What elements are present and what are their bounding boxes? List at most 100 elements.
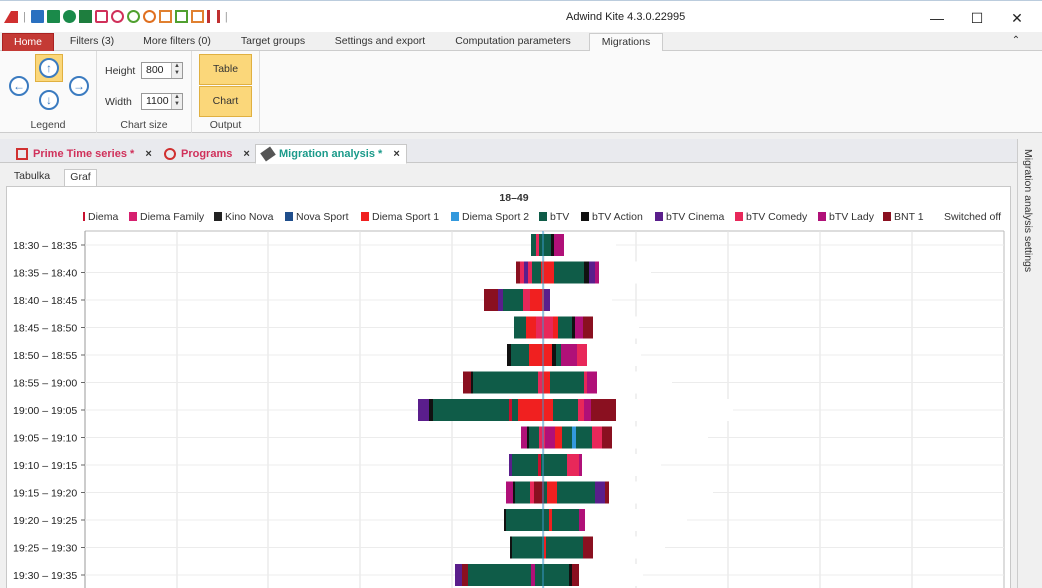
minimize-button[interactable]: — [930, 10, 944, 26]
search-program-icon[interactable] [110, 10, 124, 23]
bar-segment [592, 426, 602, 449]
legend-swatch [883, 212, 891, 221]
legend-left-button[interactable]: ← [5, 72, 33, 100]
chart-title: 18–49 [499, 192, 528, 204]
bar-segment [509, 399, 512, 421]
bar-segment [552, 344, 556, 366]
report-green-icon[interactable] [174, 10, 188, 23]
legend-label: Diema Sport 1 [372, 211, 439, 223]
bar-segment [602, 426, 612, 449]
table-output-button[interactable]: Table [199, 54, 252, 85]
ribbon-tab-bar: Home Filters (3) More filters (0) Target… [0, 32, 1042, 52]
run-icon[interactable] [62, 10, 76, 23]
save-icon[interactable] [30, 10, 44, 23]
tab-migrations[interactable]: Migrations [589, 33, 663, 52]
doc-tab-prime-time-series[interactable]: Prime Time series * × [10, 144, 158, 163]
bar-segment [468, 564, 531, 586]
tab-graf[interactable]: Graf [64, 169, 97, 186]
legend-label: Kino Nova [225, 211, 274, 223]
legend-swatch [214, 212, 222, 221]
doc-tab-programs[interactable]: Programs × [158, 144, 256, 163]
bar-segment [512, 454, 538, 476]
y-tick-label: 19:10 – 19:15 [13, 460, 77, 472]
tab-filters[interactable]: Filters (3) [69, 35, 115, 47]
bar-segment [589, 261, 595, 284]
y-tick-label: 19:25 – 19:30 [13, 543, 77, 555]
tab-target-groups[interactable]: Target groups [240, 35, 306, 47]
bar-segment [529, 344, 552, 366]
collapse-ribbon-button[interactable]: ⌃ [1011, 35, 1021, 46]
bar-segment [572, 316, 575, 339]
y-tick-label: 19:05 – 19:10 [13, 433, 77, 445]
chart-output-button[interactable]: Chart [199, 86, 252, 117]
bar-segment [550, 371, 584, 394]
tab-tabulka[interactable]: Tabulka [13, 170, 51, 182]
bar-segment [471, 371, 473, 394]
legend-label: BNT 1 [894, 211, 924, 223]
width-input[interactable]: 1100 ▲ ▼ [141, 93, 183, 110]
bar-segment [554, 261, 584, 284]
output-group: Output [192, 51, 260, 133]
report-icon[interactable] [158, 10, 172, 23]
legend-label: Switched off [944, 211, 1001, 223]
bar-segment [512, 536, 544, 559]
height-input[interactable]: 800 ▲ ▼ [141, 62, 183, 79]
legend-right-button[interactable]: → [65, 72, 93, 100]
tab-settings-export[interactable]: Settings and export [334, 35, 426, 47]
excel-export-icon[interactable] [78, 10, 92, 23]
maximize-button[interactable]: ☐ [970, 9, 984, 26]
migration-chart: 18–49 Diema Diema Family Kino Nova Nova Spor… [6, 186, 1011, 588]
legend-swatch [581, 212, 589, 221]
legend-swatch [539, 212, 547, 221]
tab-home[interactable]: Home [2, 33, 54, 51]
bar-segment [591, 399, 616, 421]
bars-icon[interactable] [206, 10, 220, 23]
search-orange-icon[interactable] [142, 10, 156, 23]
bar-segment [521, 426, 527, 449]
legend-bottom-button[interactable]: ↓ [35, 86, 63, 114]
height-spin-icon[interactable]: ▲ ▼ [171, 63, 182, 78]
width-spin-icon[interactable]: ▲ ▼ [171, 94, 182, 109]
close-tab-icon[interactable]: × [145, 147, 152, 160]
bar-segment [564, 234, 616, 256]
bar-segment [529, 426, 539, 449]
legend-label: bTV Lady [829, 211, 875, 223]
bar-segment [547, 481, 557, 504]
legend-label: Diema Sport 2 [462, 211, 529, 223]
height-value: 800 [146, 64, 164, 76]
bar-segment [584, 371, 587, 394]
bar-segment [583, 536, 593, 559]
bar-segment [572, 426, 576, 449]
bar-segment [550, 289, 612, 311]
tab-computation-parameters[interactable]: Computation parameters [455, 35, 571, 47]
y-tick-label: 18:45 – 18:50 [13, 323, 77, 335]
legend-swatch [361, 212, 369, 221]
bar-segment [569, 564, 572, 586]
search-green-icon[interactable] [126, 10, 140, 23]
bar-segment [555, 426, 562, 449]
bar-segment [473, 371, 538, 394]
bar-segment [527, 426, 529, 449]
doc-tab-migration-analysis[interactable]: Migration analysis * × [255, 144, 407, 164]
bar-segment [572, 564, 579, 586]
close-tab-icon[interactable]: × [393, 148, 400, 160]
bar-segment [583, 316, 593, 339]
legend-label: bTV Comedy [746, 211, 808, 223]
bar-segment [544, 481, 547, 504]
search-program-icon [164, 147, 176, 160]
bar-segment [579, 454, 582, 476]
close-tab-icon[interactable]: × [243, 147, 250, 160]
clock-icon[interactable] [94, 10, 108, 23]
close-button[interactable]: ✕ [1011, 9, 1023, 26]
arrow-up-icon: ↑ [39, 58, 59, 78]
output-group-label: Output [209, 119, 242, 131]
settings-side-panel[interactable]: Migration analysis settings [1017, 139, 1042, 588]
tab-more-filters[interactable]: More filters (0) [143, 35, 211, 47]
legend-top-button[interactable]: ↑ [35, 54, 63, 82]
save-as-icon[interactable] [46, 10, 60, 23]
report-orange-icon[interactable] [190, 10, 204, 23]
bar-segment [609, 481, 713, 504]
bar-segment [551, 234, 554, 256]
bar-segment [516, 261, 520, 284]
bar-segment [507, 344, 511, 366]
